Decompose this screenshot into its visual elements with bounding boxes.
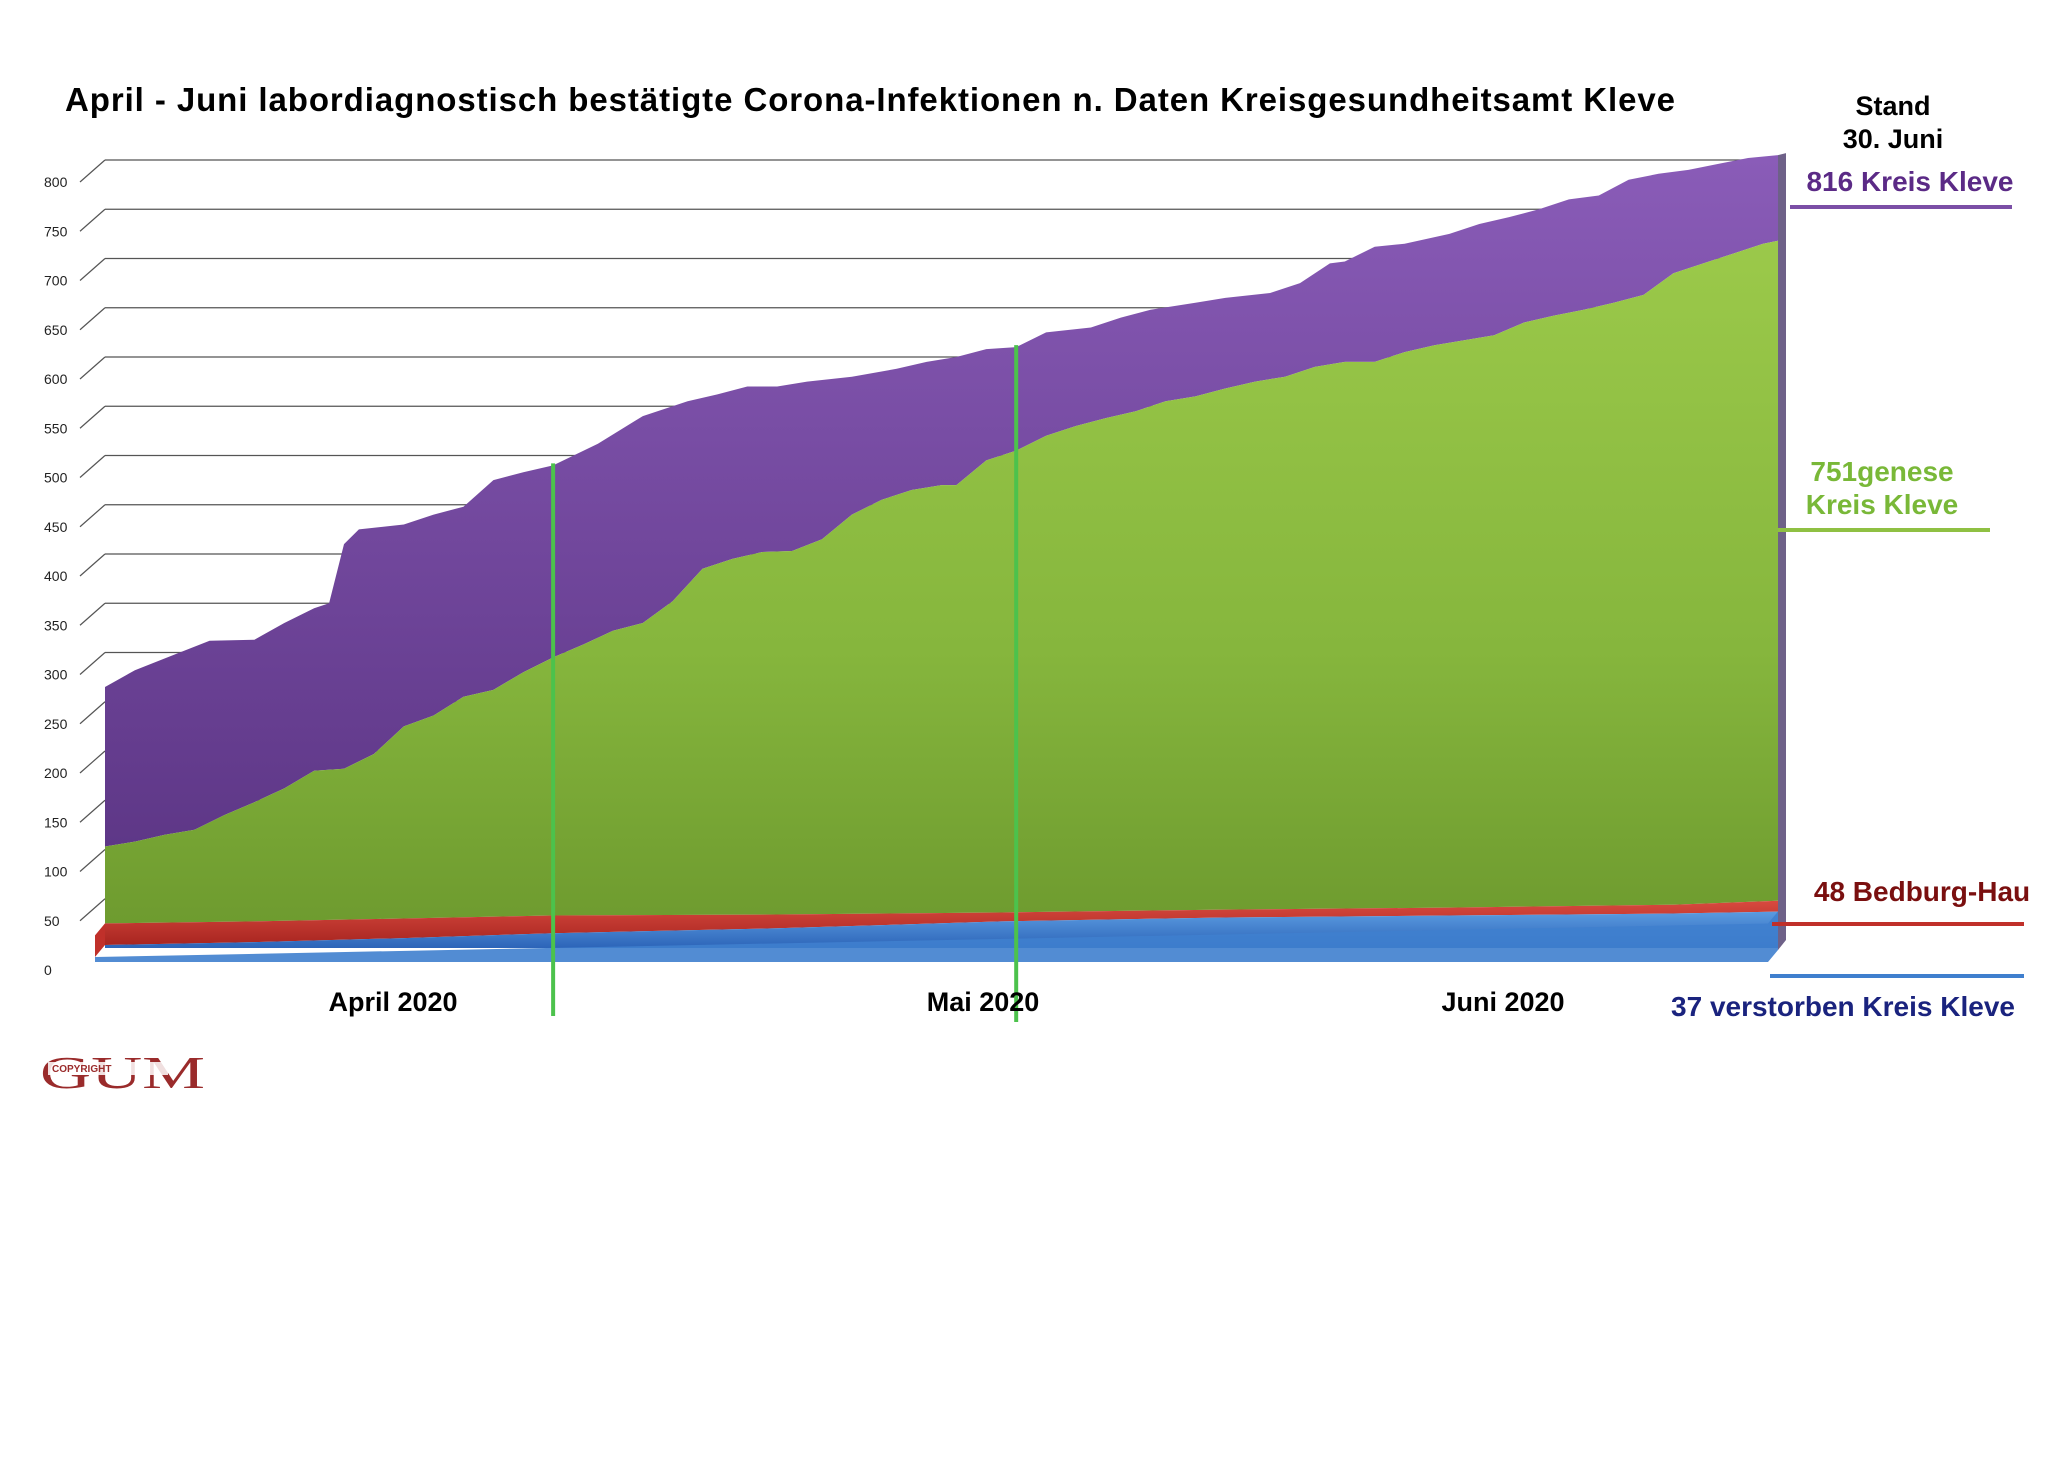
- gridline-diag-450: [79, 504, 106, 528]
- bedburg-annotation: 48 Bedburg-Hau: [1814, 876, 2030, 907]
- y-tick-label-250: 250: [44, 716, 68, 732]
- chart-title: April - Juni labordiagnostisch bestätigt…: [65, 81, 1675, 118]
- gridline-diag-250: [79, 701, 106, 725]
- y-tick-label-550: 550: [44, 420, 68, 436]
- y-tick-label-200: 200: [44, 765, 68, 781]
- copyright-logo: GUM COPYRIGHT: [40, 1047, 205, 1098]
- y-tick-label-600: 600: [44, 371, 68, 387]
- y-tick-label-750: 750: [44, 223, 68, 239]
- gridline-diag-300: [79, 652, 106, 675]
- gridline-diag-750: [79, 208, 106, 232]
- y-tick-label-800: 800: [44, 174, 68, 190]
- logo-copyright-text: COPYRIGHT: [52, 1064, 111, 1075]
- gridline-diag-150: [79, 799, 106, 823]
- gridline-diag-800: [79, 159, 106, 183]
- floor-deaths: [95, 911, 1778, 962]
- annotations: 816 Kreis Kleve 751genese Kreis Kleve 48…: [1671, 166, 2030, 1022]
- area-recovered: [105, 240, 1778, 924]
- stand-label: Stand: [1855, 91, 1930, 121]
- y-tick-label-300: 300: [44, 667, 68, 683]
- y-tick-label-0: 0: [44, 962, 52, 978]
- gridline-diag-500: [79, 455, 106, 478]
- stack-side-edge: [1778, 153, 1786, 950]
- y-tick-label-700: 700: [44, 273, 68, 289]
- stand-date: 30. Juni: [1843, 124, 1944, 154]
- gridline-diag-700: [79, 258, 106, 281]
- deaths-annotation: 37 verstorben Kreis Kleve: [1671, 991, 2015, 1022]
- month-dividers: [551, 345, 1019, 1022]
- y-tick-label-50: 50: [44, 913, 60, 929]
- area-bedburg: [105, 900, 1778, 945]
- month-label-mai: Mai 2020: [927, 987, 1040, 1017]
- month-label-april: April 2020: [328, 987, 457, 1017]
- area-infected: [105, 155, 1778, 847]
- y-tick-label-150: 150: [44, 814, 68, 830]
- y-axis: 0 50 100 150 200 250 300 350 400 450 500 550 600 650 7…: [44, 174, 68, 978]
- gridline-diag-350: [79, 602, 106, 626]
- gridline-diag-550: [79, 405, 106, 429]
- plot-area: [95, 153, 1786, 962]
- recovered-annotation-line2: Kreis Kleve: [1806, 489, 1959, 520]
- gridline-diag-200: [79, 750, 106, 774]
- floor-bedburg-side: [95, 923, 105, 958]
- gridline-diag-50: [79, 898, 106, 922]
- y-tick-label-500: 500: [44, 470, 68, 486]
- y-tick-label-400: 400: [44, 568, 68, 584]
- infected-annotation: 816 Kreis Kleve: [1806, 166, 2013, 197]
- gridline-diag-600: [79, 356, 106, 380]
- gridline-diag-650: [79, 307, 106, 331]
- x-axis: April 2020 Mai 2020 Juni 2020: [328, 987, 1564, 1017]
- gridline-diag-100: [79, 849, 106, 872]
- y-tick-label-650: 650: [44, 322, 68, 338]
- gridline-diag-400: [79, 553, 106, 577]
- recovered-annotation-line1: 751genese: [1810, 456, 1953, 487]
- y-tick-label-100: 100: [44, 864, 68, 880]
- y-tick-label-450: 450: [44, 519, 68, 535]
- y-tick-label-350: 350: [44, 617, 68, 633]
- month-label-juni: Juni 2020: [1441, 987, 1564, 1017]
